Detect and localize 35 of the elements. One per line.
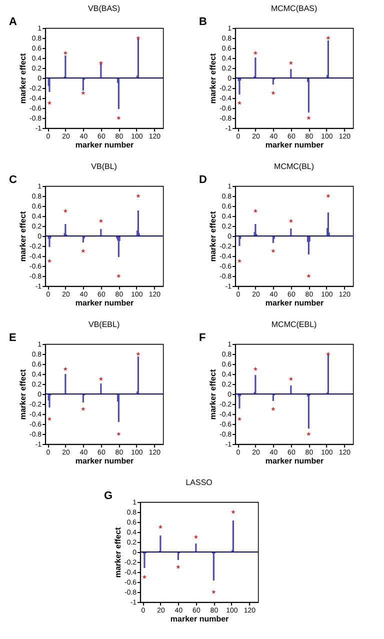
chart-title: VB(BL) — [91, 162, 118, 171]
chart-title: MCMC(BL) — [274, 162, 314, 171]
x-axis-title: marker number — [75, 140, 134, 150]
chart-title: VB(BAS) — [88, 4, 120, 13]
point — [98, 60, 104, 65]
x-axis-title: marker number — [265, 456, 324, 466]
text: C — [9, 174, 18, 186]
chart-title: MCMC(EBL) — [271, 320, 318, 329]
text: B — [199, 16, 208, 28]
point — [98, 218, 104, 223]
chart-title: LASSO — [186, 478, 212, 487]
point — [288, 376, 294, 381]
chart-title: MCMC(BAS) — [270, 4, 318, 13]
x-axis-title: marker number — [75, 298, 134, 308]
text: D — [199, 174, 208, 186]
x-axis-title: marker number — [75, 456, 134, 466]
y-axis-title: marker effect — [208, 211, 218, 262]
y-axis-title: marker effect — [208, 369, 218, 420]
x-axis-title: marker number — [265, 298, 324, 308]
y-axis-title: marker effect — [113, 527, 122, 578]
point — [288, 60, 294, 65]
text: E — [9, 332, 16, 344]
x-axis-title: marker number — [170, 614, 229, 624]
point — [194, 534, 198, 539]
chart-title: VB(EBL) — [88, 320, 120, 329]
y-axis-title: marker effect — [18, 211, 28, 262]
y-axis-title: marker effect — [18, 53, 28, 104]
y-axis-title: marker effect — [18, 369, 28, 420]
x-axis-title: marker number — [265, 140, 324, 150]
text: A — [9, 16, 18, 28]
point — [98, 376, 104, 381]
text: F — [199, 332, 206, 344]
text: G — [104, 490, 113, 502]
point — [288, 218, 294, 223]
y-axis-title: marker effect — [208, 53, 218, 104]
